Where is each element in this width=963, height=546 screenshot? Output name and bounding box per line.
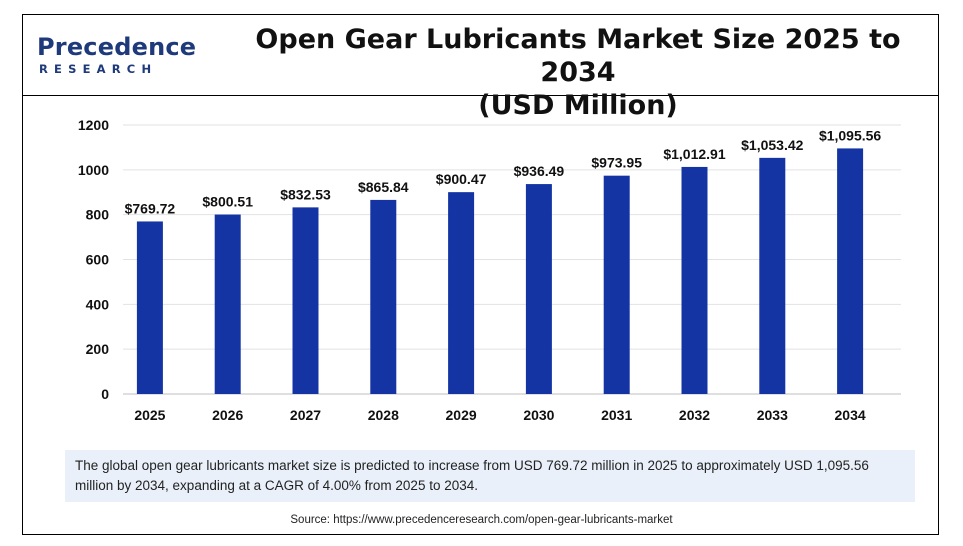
x-tick-label: 2028 [368,407,399,423]
bar [448,192,475,394]
y-tick-label: 200 [86,341,110,357]
data-label: $1,095.56 [819,127,881,143]
data-label: $865.84 [358,179,409,195]
chart-title: Open Gear Lubricants Market Size 2025 to… [233,23,923,122]
bar [681,166,708,394]
y-tick-label: 400 [86,296,110,312]
y-tick-label: 1000 [78,162,109,178]
x-tick-label: 2029 [446,407,477,423]
summary-note: The global open gear lubricants market s… [65,450,915,502]
data-label: $800.51 [202,194,253,210]
y-tick-label: 1200 [78,117,109,133]
data-label: $832.53 [280,186,331,202]
bar [214,214,241,394]
bar [603,175,630,394]
chart-frame: Precedence RESEARCH Open Gear Lubricants… [22,14,939,535]
data-label: $900.47 [436,171,487,187]
x-tick-label: 2034 [835,407,866,423]
bar [759,157,786,394]
x-tick-label: 2027 [290,407,321,423]
x-tick-label: 2033 [757,407,788,423]
brand-subtitle: RESEARCH [39,62,158,76]
data-label: $769.72 [125,200,176,216]
brand-name: Precedence [37,33,197,61]
x-tick-label: 2026 [212,407,243,423]
x-tick-label: 2030 [523,407,554,423]
data-label: $1,012.91 [663,146,725,162]
data-label: $973.95 [591,155,642,171]
bar [370,199,397,394]
y-tick-label: 600 [86,252,110,268]
x-tick-label: 2025 [134,407,165,423]
header: Precedence RESEARCH Open Gear Lubricants… [23,15,938,121]
bar [136,221,163,394]
chart-title-line2: (USD Million) [478,90,678,121]
bar [525,184,552,394]
source-text: Source: https://www.precedenceresearch.c… [290,514,673,526]
data-label: $936.49 [514,163,565,179]
data-label: $1,053.42 [741,137,803,153]
bar-chart: 0 200 400 600 800 1000 1200 $769.72 2025 $800.51 2… [78,117,901,423]
bar [837,148,864,394]
x-tick-label: 2031 [601,407,632,423]
y-tick-label: 0 [101,386,109,402]
chart-title-line1: Open Gear Lubricants Market Size 2025 to… [255,24,901,88]
bar [292,207,319,394]
brand-logo: Precedence RESEARCH [37,33,196,79]
y-tick-label: 800 [86,207,110,223]
x-tick-label: 2032 [679,407,710,423]
